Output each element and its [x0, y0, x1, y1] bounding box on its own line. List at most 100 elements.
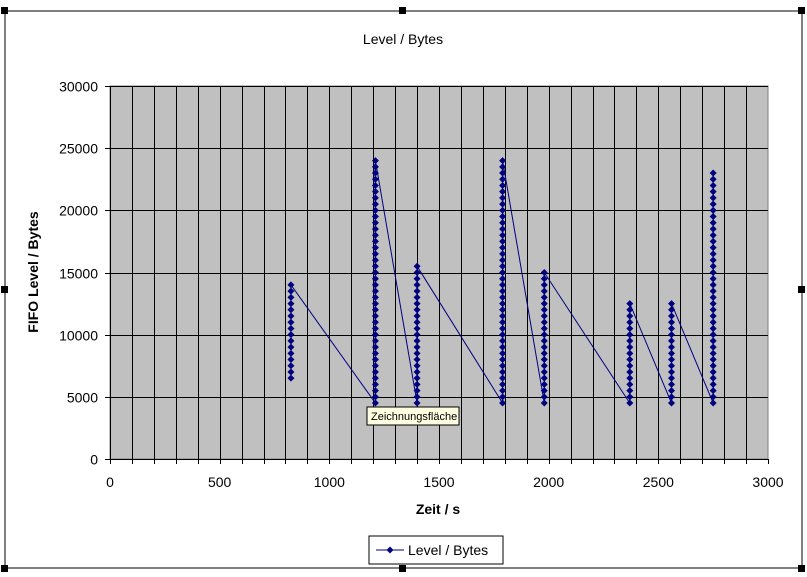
data-point[interactable] [540, 356, 548, 364]
data-point[interactable] [413, 393, 421, 401]
data-point[interactable] [499, 244, 507, 252]
data-point[interactable] [709, 331, 717, 339]
selection-handle-top-center[interactable] [399, 7, 406, 14]
data-point[interactable] [626, 362, 634, 370]
data-point[interactable] [709, 213, 717, 221]
data-point[interactable] [371, 163, 379, 171]
data-point[interactable] [499, 393, 507, 401]
data-point[interactable] [413, 374, 421, 382]
data-point[interactable] [499, 157, 507, 165]
data-point[interactable] [499, 231, 507, 239]
data-point[interactable] [540, 393, 548, 401]
data-point[interactable] [709, 312, 717, 320]
data-point[interactable] [413, 275, 421, 283]
data-point[interactable] [709, 349, 717, 357]
data-point[interactable] [667, 349, 675, 357]
data-point[interactable] [626, 349, 634, 357]
data-point[interactable] [499, 213, 507, 221]
data-point[interactable] [667, 337, 675, 345]
data-point[interactable] [499, 250, 507, 258]
data-point[interactable] [371, 393, 379, 401]
data-point[interactable] [413, 349, 421, 357]
data-point[interactable] [413, 362, 421, 370]
data-point[interactable] [499, 225, 507, 233]
data-point[interactable] [287, 306, 295, 314]
data-point[interactable] [499, 380, 507, 388]
data-point[interactable] [540, 374, 548, 382]
data-point[interactable] [371, 194, 379, 202]
data-point[interactable] [709, 393, 717, 401]
data-point[interactable] [709, 399, 717, 407]
selection-handle-bottom-left[interactable] [1, 565, 8, 572]
data-point[interactable] [667, 362, 675, 370]
data-point[interactable] [287, 318, 295, 326]
data-point[interactable] [540, 343, 548, 351]
data-point[interactable] [287, 287, 295, 295]
data-point[interactable] [499, 374, 507, 382]
data-point[interactable] [667, 380, 675, 388]
data-point[interactable] [499, 163, 507, 171]
data-point[interactable] [667, 399, 675, 407]
data-point[interactable] [709, 380, 717, 388]
data-point[interactable] [371, 225, 379, 233]
data-point[interactable] [709, 244, 717, 252]
data-point[interactable] [709, 275, 717, 283]
data-point[interactable] [499, 181, 507, 189]
data-point[interactable] [626, 331, 634, 339]
data-point[interactable] [709, 337, 717, 345]
data-point[interactable] [540, 399, 548, 407]
data-point[interactable] [371, 175, 379, 183]
data-point[interactable] [709, 362, 717, 370]
data-point[interactable] [371, 219, 379, 227]
data-point[interactable] [499, 362, 507, 370]
data-point[interactable] [371, 300, 379, 308]
data-point[interactable] [499, 293, 507, 301]
data-point[interactable] [413, 368, 421, 376]
data-point[interactable] [626, 300, 634, 308]
data-point[interactable] [709, 250, 717, 258]
data-point[interactable] [499, 324, 507, 332]
data-point[interactable] [499, 287, 507, 295]
data-point[interactable] [371, 324, 379, 332]
data-point[interactable] [371, 237, 379, 245]
data-point[interactable] [709, 206, 717, 214]
data-point[interactable] [499, 175, 507, 183]
data-point[interactable] [413, 324, 421, 332]
data-point[interactable] [287, 300, 295, 308]
data-point[interactable] [371, 244, 379, 252]
data-point[interactable] [413, 356, 421, 364]
data-point[interactable] [667, 300, 675, 308]
data-point[interactable] [413, 300, 421, 308]
data-point[interactable] [667, 324, 675, 332]
data-point[interactable] [709, 343, 717, 351]
data-point[interactable] [499, 337, 507, 345]
data-point[interactable] [499, 275, 507, 283]
data-point[interactable] [709, 324, 717, 332]
data-point[interactable] [540, 269, 548, 276]
data-point[interactable] [540, 293, 548, 301]
data-point[interactable] [540, 281, 548, 289]
data-point[interactable] [626, 380, 634, 388]
data-point[interactable] [626, 368, 634, 376]
data-point[interactable] [371, 188, 379, 196]
data-point[interactable] [499, 269, 507, 276]
data-point[interactable] [499, 194, 507, 202]
data-point[interactable] [371, 362, 379, 370]
data-point[interactable] [709, 219, 717, 227]
data-point[interactable] [709, 356, 717, 364]
data-point[interactable] [287, 312, 295, 320]
data-point[interactable] [371, 331, 379, 339]
legend[interactable]: Level / Bytes [368, 535, 504, 565]
data-point[interactable] [667, 312, 675, 320]
data-point[interactable] [499, 368, 507, 376]
data-point[interactable] [499, 262, 507, 270]
selection-handle-bottom-center[interactable] [399, 565, 406, 572]
data-point[interactable] [667, 387, 675, 395]
data-point[interactable] [413, 380, 421, 388]
selection-handle-middle-left[interactable] [1, 286, 8, 293]
data-point[interactable] [709, 287, 717, 295]
data-point[interactable] [371, 256, 379, 264]
data-point[interactable] [709, 374, 717, 382]
data-point[interactable] [371, 157, 379, 165]
data-point[interactable] [413, 281, 421, 289]
